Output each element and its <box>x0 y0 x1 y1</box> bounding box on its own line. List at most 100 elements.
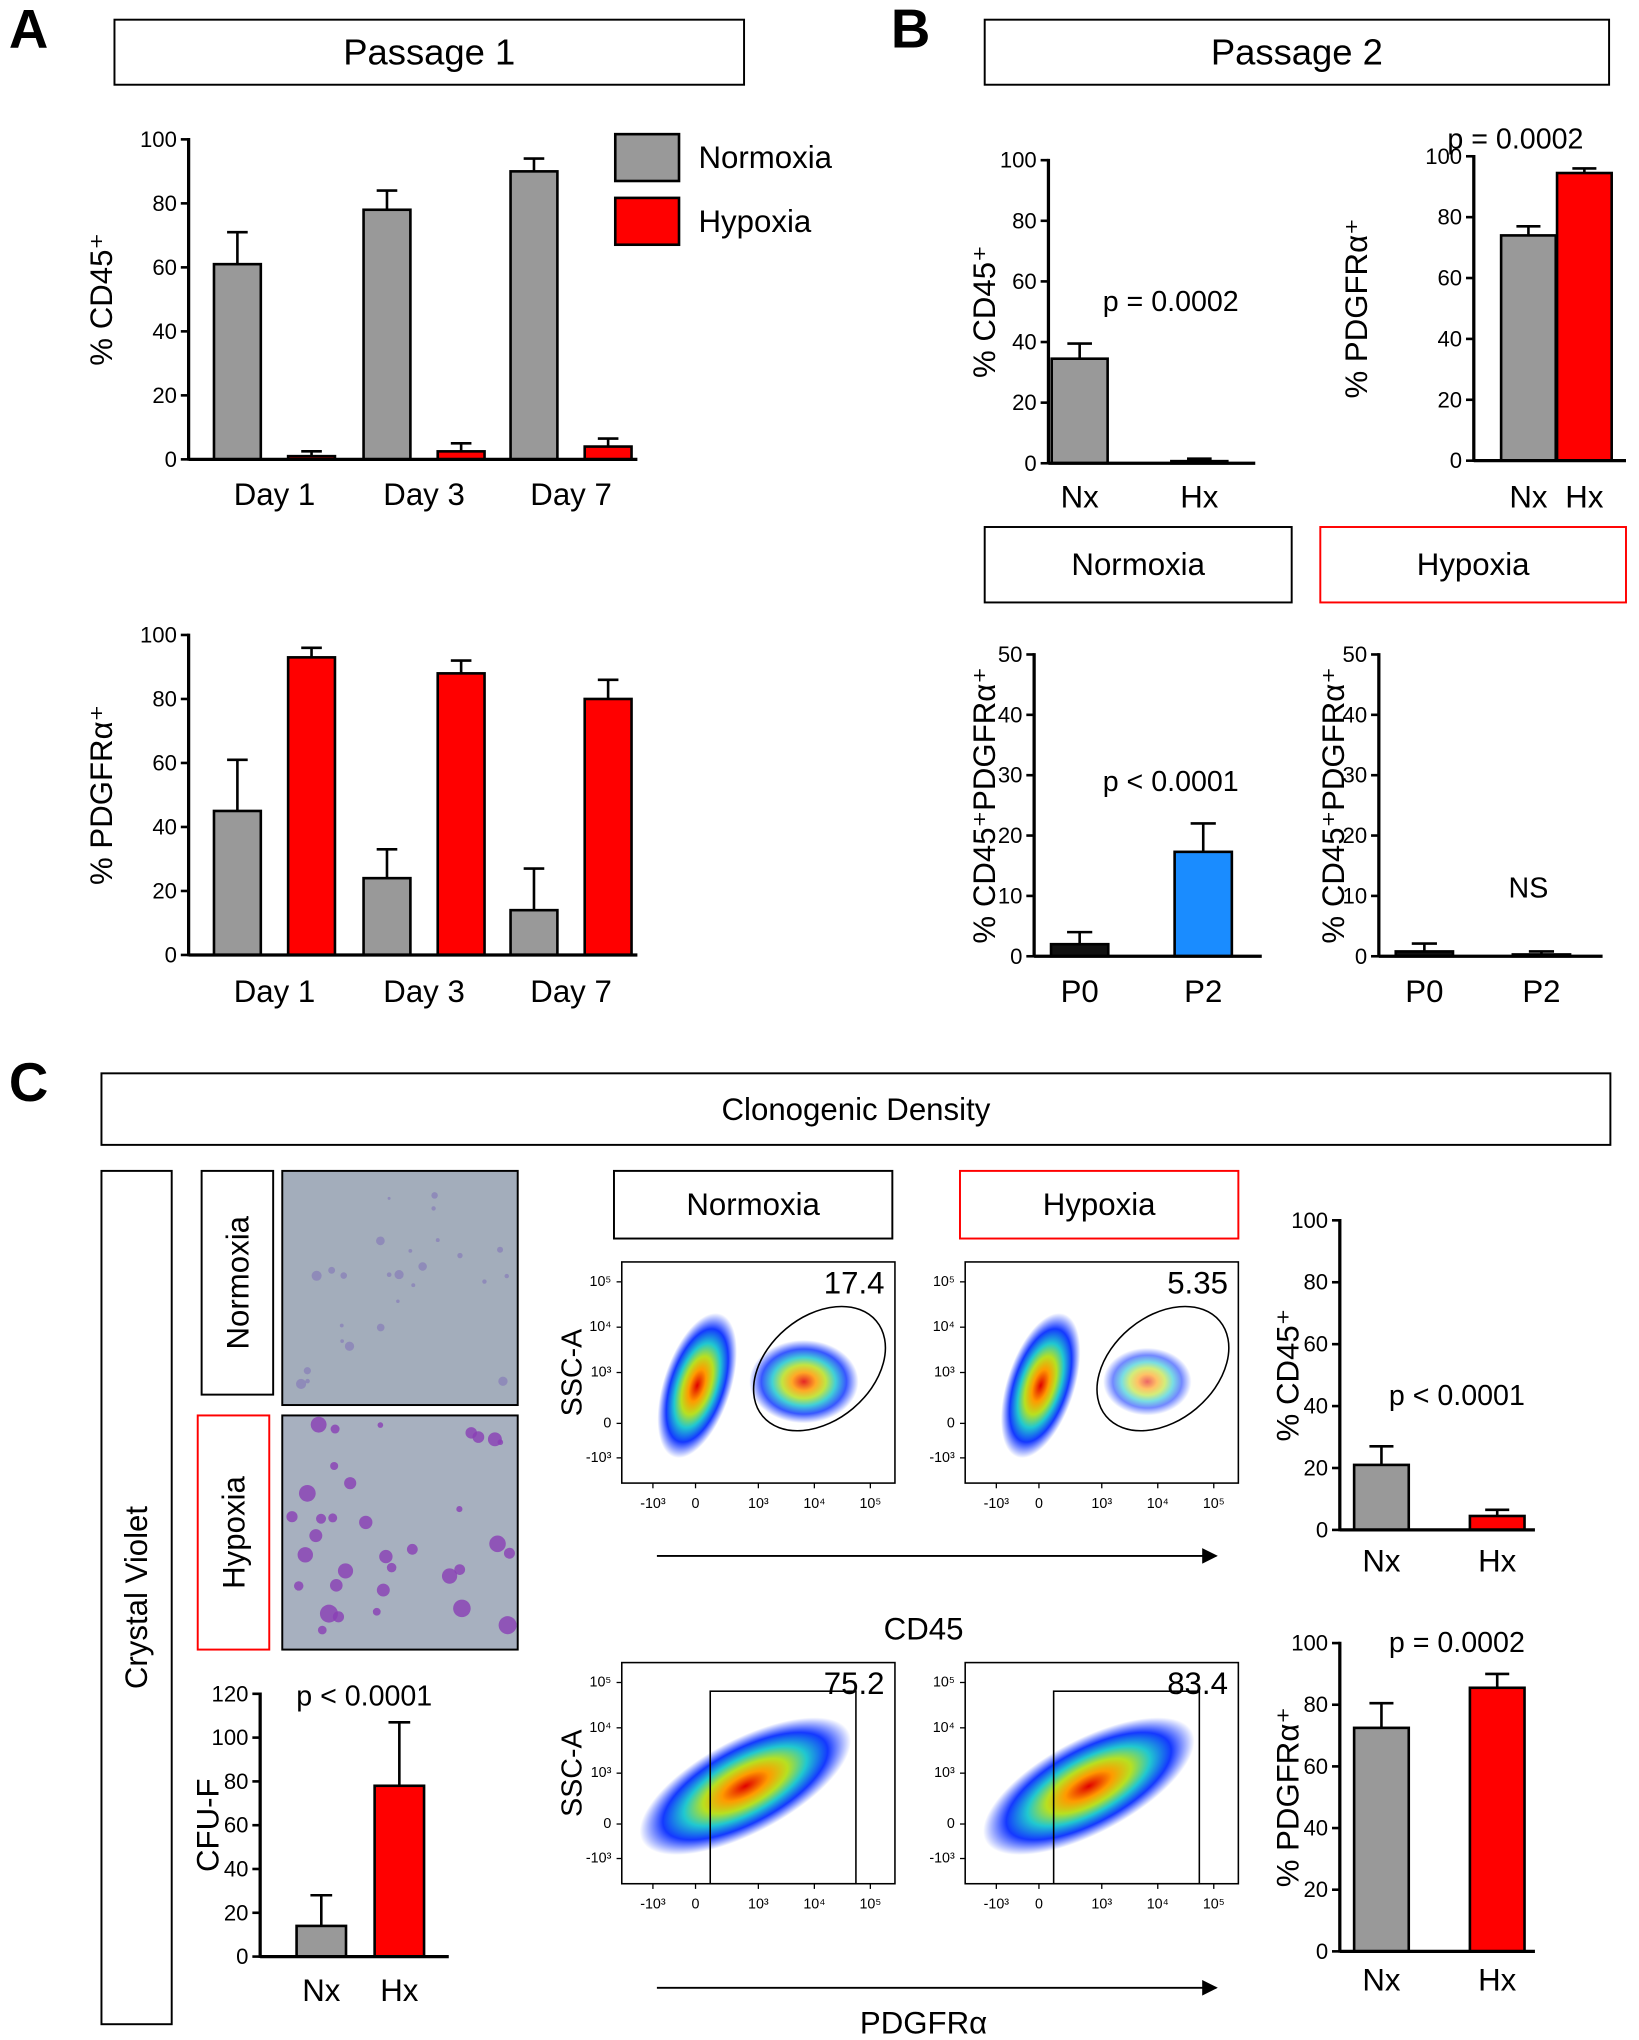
bar <box>295 1924 348 1958</box>
x-tick-label: Nx <box>1509 480 1548 515</box>
colony <box>330 1424 340 1434</box>
y-tick-label: -10³ <box>586 1450 612 1466</box>
error-bar <box>1187 457 1212 462</box>
y-tick-label: 80 <box>152 191 177 216</box>
photo-label-box <box>200 1169 275 1396</box>
y-tick-label: 0 <box>165 447 177 472</box>
colony <box>487 1432 502 1447</box>
y-tick-label: 20 <box>224 1900 249 1925</box>
colony <box>376 1236 385 1246</box>
error-bar <box>523 867 545 911</box>
y-tick-label: 100 <box>1291 1208 1328 1233</box>
y-tick-label: 20 <box>1304 1877 1329 1902</box>
y-tick-label: 40 <box>1437 326 1462 351</box>
colony <box>454 1564 466 1575</box>
x-tick-label: Day 7 <box>530 974 612 1009</box>
y-axis-label: CFU-F <box>191 1778 226 1872</box>
colony <box>498 1376 508 1386</box>
y-axis-label: % CD45⁺PDGFRα⁺ <box>967 667 1002 943</box>
error-bar <box>1485 1508 1510 1516</box>
y-tick-label: 10 <box>998 883 1023 908</box>
colony <box>386 1562 397 1573</box>
colony <box>359 1515 373 1530</box>
error-bar <box>1485 1672 1510 1688</box>
flow-header-box <box>612 1169 894 1240</box>
colony <box>340 1339 344 1343</box>
cell-cloud <box>1000 1313 1081 1459</box>
error-bar <box>523 157 545 172</box>
colony <box>482 1279 487 1284</box>
x-tick-label: P0 <box>1405 974 1443 1009</box>
x-tick-label: 10³ <box>1091 1496 1112 1512</box>
colony <box>504 1273 509 1279</box>
photo-label: Normoxia <box>221 1215 256 1349</box>
annotation: p < 0.0001 <box>1103 766 1239 798</box>
x-tick-label: 10⁴ <box>803 1897 825 1913</box>
cell-cloud <box>983 1717 1195 1855</box>
error-bar <box>597 678 619 699</box>
colony <box>418 1262 427 1271</box>
colony <box>340 1272 347 1279</box>
y-tick-label: 40 <box>224 1856 249 1881</box>
y-tick-label: 10⁵ <box>933 1674 955 1690</box>
annotation: p = 0.0002 <box>1103 286 1239 318</box>
error-bar <box>1369 1445 1394 1465</box>
x-tick-label: Day 1 <box>234 974 316 1009</box>
x-tick-label: 10⁴ <box>1147 1496 1169 1512</box>
bar <box>1173 850 1234 958</box>
photo-label-box <box>196 1414 271 1651</box>
bar <box>1468 1514 1526 1532</box>
bar <box>212 809 263 957</box>
y-tick-label: 0 <box>1316 1517 1328 1542</box>
x-tick-label: 10⁵ <box>859 1897 881 1913</box>
chart-title-box <box>983 526 1293 604</box>
x-tick-label: Hx <box>1478 1962 1517 1997</box>
colony <box>406 1543 418 1555</box>
gate-value: 17.4 <box>824 1265 885 1300</box>
y-axis-label: % CD45⁺ <box>1270 1309 1305 1442</box>
header: Passage 2 <box>1211 32 1383 73</box>
colony <box>503 1547 515 1559</box>
bar <box>1499 234 1558 462</box>
header: Passage 1 <box>343 32 515 73</box>
bar <box>362 876 412 957</box>
bar <box>509 908 559 957</box>
colony <box>329 1579 343 1592</box>
colony <box>377 1422 384 1428</box>
y-tick-label: 20 <box>1304 1455 1329 1480</box>
cell-cloud <box>657 1313 737 1459</box>
colony <box>431 1192 438 1199</box>
y-tick-label: 0 <box>947 1415 955 1431</box>
y-tick-label: 80 <box>1304 1692 1329 1717</box>
chart-title: Hypoxia <box>1417 547 1530 582</box>
error-bar <box>1369 1701 1394 1728</box>
y-tick-label: 0 <box>603 1816 611 1832</box>
y-axis-label: % PDGFRα⁺ <box>1270 1707 1305 1887</box>
error-bar <box>376 848 398 879</box>
x-tick-label: -10³ <box>640 1496 666 1512</box>
x-tick-label: Day 7 <box>530 477 612 512</box>
y-tick-label: 10⁴ <box>933 1720 955 1736</box>
header-box <box>100 1072 1612 1146</box>
y-tick-label: 80 <box>1012 208 1037 233</box>
error-bar <box>1528 950 1555 955</box>
gate-value: 83.4 <box>1167 1666 1228 1701</box>
y-tick-label: 20 <box>152 383 177 408</box>
error-bar <box>1067 930 1093 945</box>
side-box <box>100 1169 173 2026</box>
panel-label: C <box>9 1052 48 1113</box>
y-axis-label: % PDGFRα⁺ <box>84 705 119 885</box>
y-tick-label: 100 <box>140 622 177 647</box>
annotation: p < 0.0001 <box>296 1680 432 1712</box>
colony <box>311 1270 322 1281</box>
y-tick-label: 60 <box>152 750 177 775</box>
colony <box>387 1196 391 1200</box>
y-tick-label: 30 <box>998 763 1023 788</box>
colony <box>435 1238 440 1243</box>
y-tick-label: 0 <box>1355 944 1367 969</box>
y-tick-label: 10⁵ <box>590 1274 612 1290</box>
colony <box>372 1607 381 1616</box>
annotation: p < 0.0001 <box>1389 1380 1525 1412</box>
x-tick-label: Day 1 <box>234 477 316 512</box>
